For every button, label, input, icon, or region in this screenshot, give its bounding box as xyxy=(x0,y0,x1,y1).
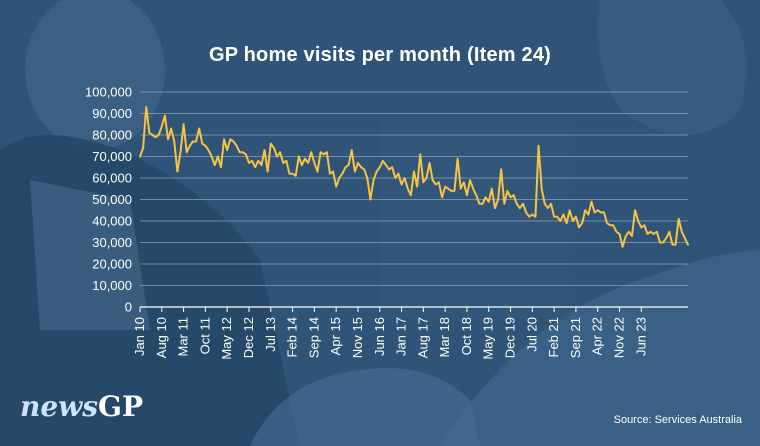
y-tick-label: 100,000 xyxy=(85,85,132,100)
x-tick-label: Jun 16 xyxy=(372,317,387,356)
x-tick-label: Mar 11 xyxy=(176,317,191,357)
y-tick-label: 90,000 xyxy=(92,106,132,121)
y-tick-label: 30,000 xyxy=(92,235,132,250)
y-tick-label: 20,000 xyxy=(92,257,132,272)
x-tick-label: Feb 14 xyxy=(285,317,300,357)
series-layer xyxy=(139,106,689,248)
x-tick-label: Jan 10 xyxy=(132,317,147,356)
source-note: Source: Services Australia xyxy=(613,414,742,426)
x-tick-label: Oct 11 xyxy=(197,317,212,354)
x-tick-label: Sep 14 xyxy=(306,317,321,358)
x-tick-label: Nov 22 xyxy=(612,317,627,358)
x-tick-label: Jan 17 xyxy=(394,317,409,356)
y-tick-label: 0 xyxy=(125,300,132,315)
x-tick-label: May 12 xyxy=(219,317,234,360)
y-tick-label: 70,000 xyxy=(92,149,132,164)
x-tick-label: Jun 23 xyxy=(633,317,648,356)
newsgp-logo: newsGP xyxy=(20,390,143,423)
x-tick-label: Apr 22 xyxy=(590,317,605,355)
y-tick-label: 80,000 xyxy=(92,128,132,143)
logo-gp: GP xyxy=(98,390,144,423)
chart-title: GP home visits per month (Item 24) xyxy=(208,44,552,66)
y-tick-label: 10,000 xyxy=(92,278,132,293)
x-tick-label: Jul 13 xyxy=(263,317,278,352)
y-axis-tick-labels: 0 10,000 20,000 30,000 40,000 50,000 60,000 70,… xyxy=(85,85,132,315)
x-tick-label: Oct 18 xyxy=(459,317,474,355)
x-tick-label: Jul 20 xyxy=(524,317,539,352)
x-tick-label: May 19 xyxy=(481,317,496,360)
x-tick-label: Dec 19 xyxy=(503,317,518,358)
x-tick-label: Aug 17 xyxy=(415,317,430,358)
logo-news: news xyxy=(20,390,99,423)
gridlines xyxy=(140,91,688,286)
x-tick-label: Aug 10 xyxy=(154,317,169,358)
y-tick-label: 40,000 xyxy=(92,214,132,229)
x-tick-label: Apr 15 xyxy=(328,317,343,355)
x-tick-label: Sep 21 xyxy=(568,317,583,358)
y-tick-label: 60,000 xyxy=(92,171,132,186)
x-tick-label: Nov 15 xyxy=(350,317,365,358)
x-axis xyxy=(139,306,688,312)
x-tick-label: Dec 12 xyxy=(241,317,256,358)
x-tick-label: Mar 18 xyxy=(437,317,452,357)
series-line-home-visits xyxy=(139,106,689,248)
x-axis-tick-labels: Jan 10 Aug 10 Mar 11 Oct 11 May 12 Dec 12 Jul … xyxy=(132,317,648,360)
x-tick-label: Feb 21 xyxy=(546,317,561,357)
y-tick-label: 50,000 xyxy=(92,192,132,207)
